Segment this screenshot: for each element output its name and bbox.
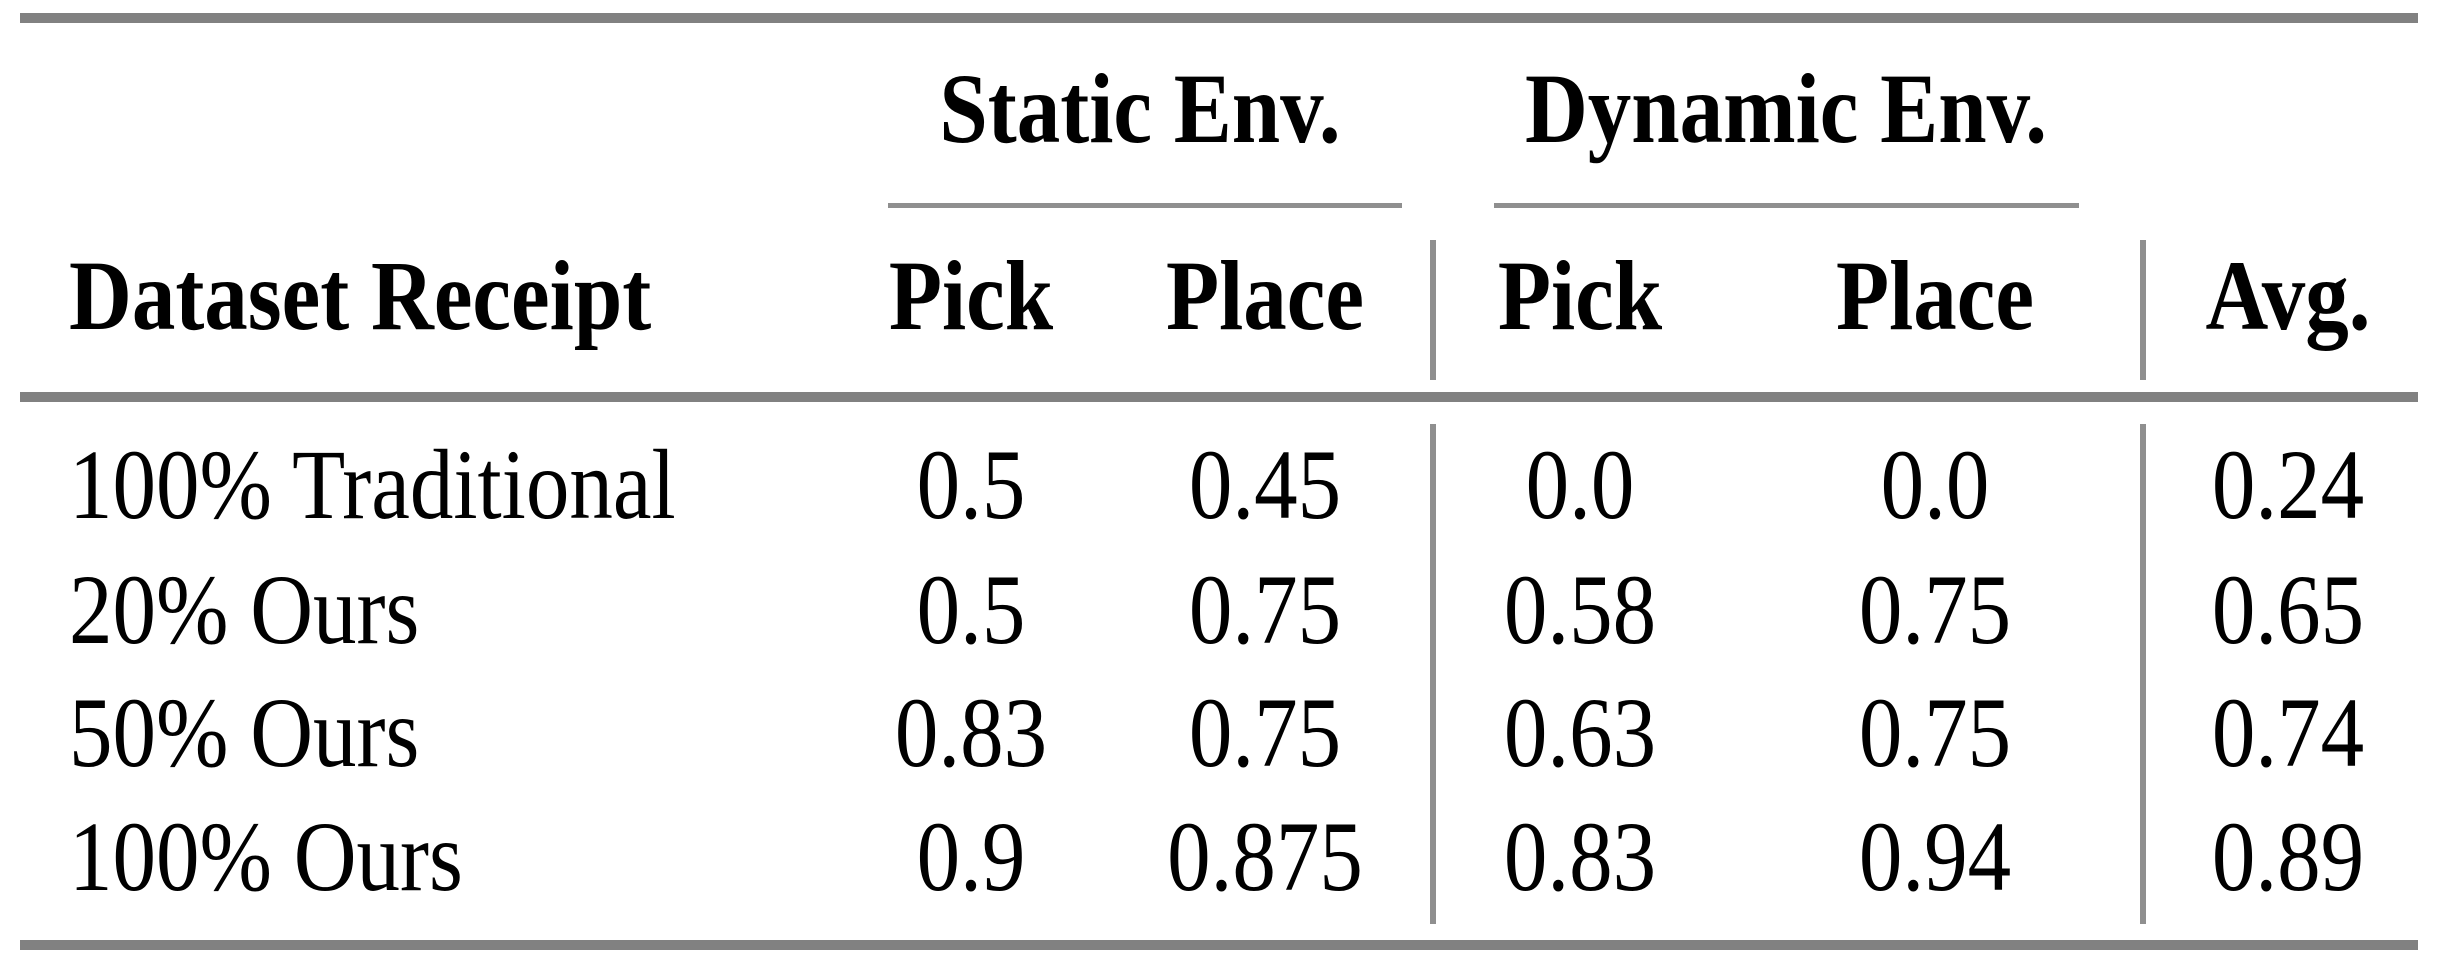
row-label: 50% Ours: [69, 677, 420, 788]
vertical-rule-static-dynamic-header: [1430, 240, 1436, 380]
cell-dynamic-pick: 0.83: [1503, 801, 1657, 912]
cell-static-place: 0.75: [1188, 677, 1342, 788]
row-label: 20% Ours: [69, 554, 420, 665]
vertical-rule-avg-body: [2140, 424, 2146, 924]
cell-avg: 0.89: [2211, 801, 2365, 912]
header-dataset-receipt: Dataset Receipt: [69, 240, 652, 351]
cell-static-place: 0.75: [1188, 554, 1342, 665]
vertical-rule-static-dynamic-body: [1430, 424, 1436, 924]
cell-dynamic-place: 0.94: [1858, 801, 2012, 912]
cell-static-pick: 0.9: [916, 801, 1026, 912]
cell-dynamic-pick: 0.58: [1503, 554, 1657, 665]
row-label: 100% Ours: [69, 801, 463, 912]
header-avg: Avg.: [2205, 240, 2371, 351]
cell-dynamic-pick: 0.0: [1525, 429, 1635, 540]
cell-dynamic-place: 0.75: [1858, 677, 2012, 788]
header-dynamic-place: Place: [1835, 240, 2035, 351]
cell-static-place: 0.875: [1167, 801, 1363, 912]
cell-avg: 0.65: [2211, 554, 2365, 665]
cmidrule-dynamic: [1494, 203, 2079, 208]
cell-avg: 0.74: [2211, 677, 2365, 788]
cmidrule-static: [888, 203, 1402, 208]
cell-dynamic-place: 0.0: [1880, 429, 1990, 540]
table-header-rule: [20, 392, 2418, 402]
table-bottom-rule: [20, 940, 2418, 950]
cell-avg: 0.24: [2211, 429, 2365, 540]
cell-dynamic-pick: 0.63: [1503, 677, 1657, 788]
header-static-pick: Pick: [888, 240, 1054, 351]
cell-static-place: 0.45: [1188, 429, 1342, 540]
cell-static-pick: 0.5: [916, 429, 1026, 540]
table-top-rule: [20, 13, 2418, 23]
cell-static-pick: 0.5: [916, 554, 1026, 665]
cell-static-pick: 0.83: [894, 677, 1048, 788]
vertical-rule-avg-header: [2140, 240, 2146, 380]
header-static-place: Place: [1165, 240, 1365, 351]
spanner-dynamic-env: Dynamic Env.: [1524, 53, 2048, 164]
row-label: 100% Traditional: [69, 429, 676, 540]
cell-dynamic-place: 0.75: [1858, 554, 2012, 665]
header-dynamic-pick: Pick: [1497, 240, 1663, 351]
spanner-static-env: Static Env.: [939, 53, 1341, 164]
